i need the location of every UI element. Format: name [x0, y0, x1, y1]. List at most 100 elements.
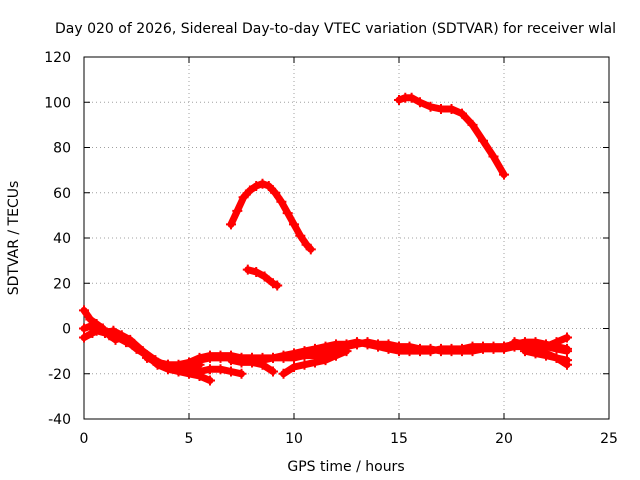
- data-point: [205, 350, 215, 361]
- data-point: [79, 305, 89, 316]
- grid: [84, 57, 609, 419]
- x-tick-label: 5: [185, 431, 194, 447]
- data-point: [394, 94, 404, 105]
- data-point: [194, 366, 205, 377]
- data-point: [194, 352, 205, 363]
- data-point: [341, 346, 352, 357]
- data-point: [467, 119, 478, 130]
- data-point: [242, 264, 253, 275]
- data-point: [276, 196, 287, 207]
- chart-title: Day 020 of 2026, Sidereal Day-to-day VTE…: [55, 21, 616, 37]
- data-point: [478, 341, 488, 352]
- x-tick-label: 20: [495, 431, 513, 447]
- data-point: [142, 352, 152, 363]
- data-point: [251, 266, 262, 277]
- data-point: [244, 185, 255, 196]
- data-point: [541, 350, 551, 361]
- data-point: [499, 341, 509, 352]
- data-point: [263, 180, 274, 191]
- data-point: [173, 361, 184, 372]
- data-point: [289, 361, 299, 372]
- data-point: [394, 346, 404, 357]
- data-series: [79, 92, 572, 386]
- data-point: [562, 355, 572, 366]
- data-point: [79, 332, 89, 343]
- data-point: [362, 339, 373, 350]
- data-point: [236, 357, 247, 368]
- data-point: [268, 366, 278, 377]
- data-point: [257, 178, 268, 189]
- y-axis-title: SDTVAR / TECUs: [6, 181, 22, 296]
- data-point: [541, 341, 551, 352]
- data-point: [257, 359, 268, 370]
- series-track-l: [541, 332, 572, 352]
- data-point: [467, 341, 478, 352]
- data-point: [205, 364, 215, 375]
- y-tick-label: 60: [53, 186, 71, 202]
- series-line: [185, 363, 245, 378]
- data-point: [226, 366, 236, 377]
- data-point: [95, 323, 106, 334]
- data-point: [272, 280, 283, 291]
- y-tick-label: 40: [53, 231, 71, 247]
- data-point: [152, 357, 163, 368]
- data-point: [352, 337, 362, 348]
- data-point: [121, 337, 131, 348]
- x-tick-label: 10: [285, 431, 303, 447]
- data-point: [404, 346, 415, 357]
- data-point: [236, 368, 247, 379]
- data-point: [436, 343, 446, 354]
- data-point: [305, 244, 316, 255]
- data-point: [104, 328, 115, 339]
- series-line: [227, 180, 315, 253]
- data-point: [331, 350, 341, 361]
- data-point: [530, 348, 541, 359]
- y-tick-label: 20: [53, 276, 71, 292]
- series-arc-2: [242, 264, 283, 291]
- data-point: [226, 219, 236, 230]
- data-point: [551, 337, 562, 348]
- data-point: [282, 208, 293, 219]
- data-point: [226, 355, 236, 366]
- data-point: [383, 343, 394, 354]
- series-track-f: [184, 361, 247, 379]
- data-point: [509, 337, 520, 348]
- data-point: [215, 350, 226, 361]
- data-point: [415, 346, 425, 357]
- data-point: [488, 341, 499, 352]
- data-point: [270, 187, 281, 198]
- data-point: [278, 350, 289, 361]
- data-point: [251, 180, 262, 191]
- data-point: [205, 375, 215, 386]
- data-point: [137, 346, 148, 357]
- y-tick-label: 80: [53, 141, 71, 157]
- series-track-c: [79, 323, 131, 348]
- data-point: [446, 343, 457, 354]
- data-point: [238, 192, 249, 203]
- x-tick-label: 15: [390, 431, 408, 447]
- x-tick-label: 0: [80, 431, 89, 447]
- data-point: [289, 219, 299, 230]
- data-point: [562, 343, 572, 354]
- data-point: [259, 271, 270, 282]
- data-point: [215, 364, 226, 375]
- data-point: [247, 357, 257, 368]
- data-point: [457, 108, 467, 119]
- axis-ticks: 0 5 10 15 20 25 -40 -20 0 20 40 60 80 100 120: [44, 50, 618, 447]
- data-point: [79, 323, 89, 334]
- data-point: [295, 230, 306, 241]
- data-point: [310, 350, 320, 361]
- data-point: [551, 352, 562, 363]
- data-point: [520, 346, 530, 357]
- data-point: [425, 101, 436, 112]
- data-point: [85, 321, 96, 332]
- data-point: [232, 205, 243, 216]
- data-point: [457, 343, 467, 354]
- data-point: [112, 332, 123, 343]
- data-point: [425, 346, 436, 357]
- series-arc-3: [394, 92, 509, 180]
- data-point: [87, 328, 98, 339]
- y-tick-label: 120: [44, 50, 71, 66]
- data-point: [289, 350, 299, 361]
